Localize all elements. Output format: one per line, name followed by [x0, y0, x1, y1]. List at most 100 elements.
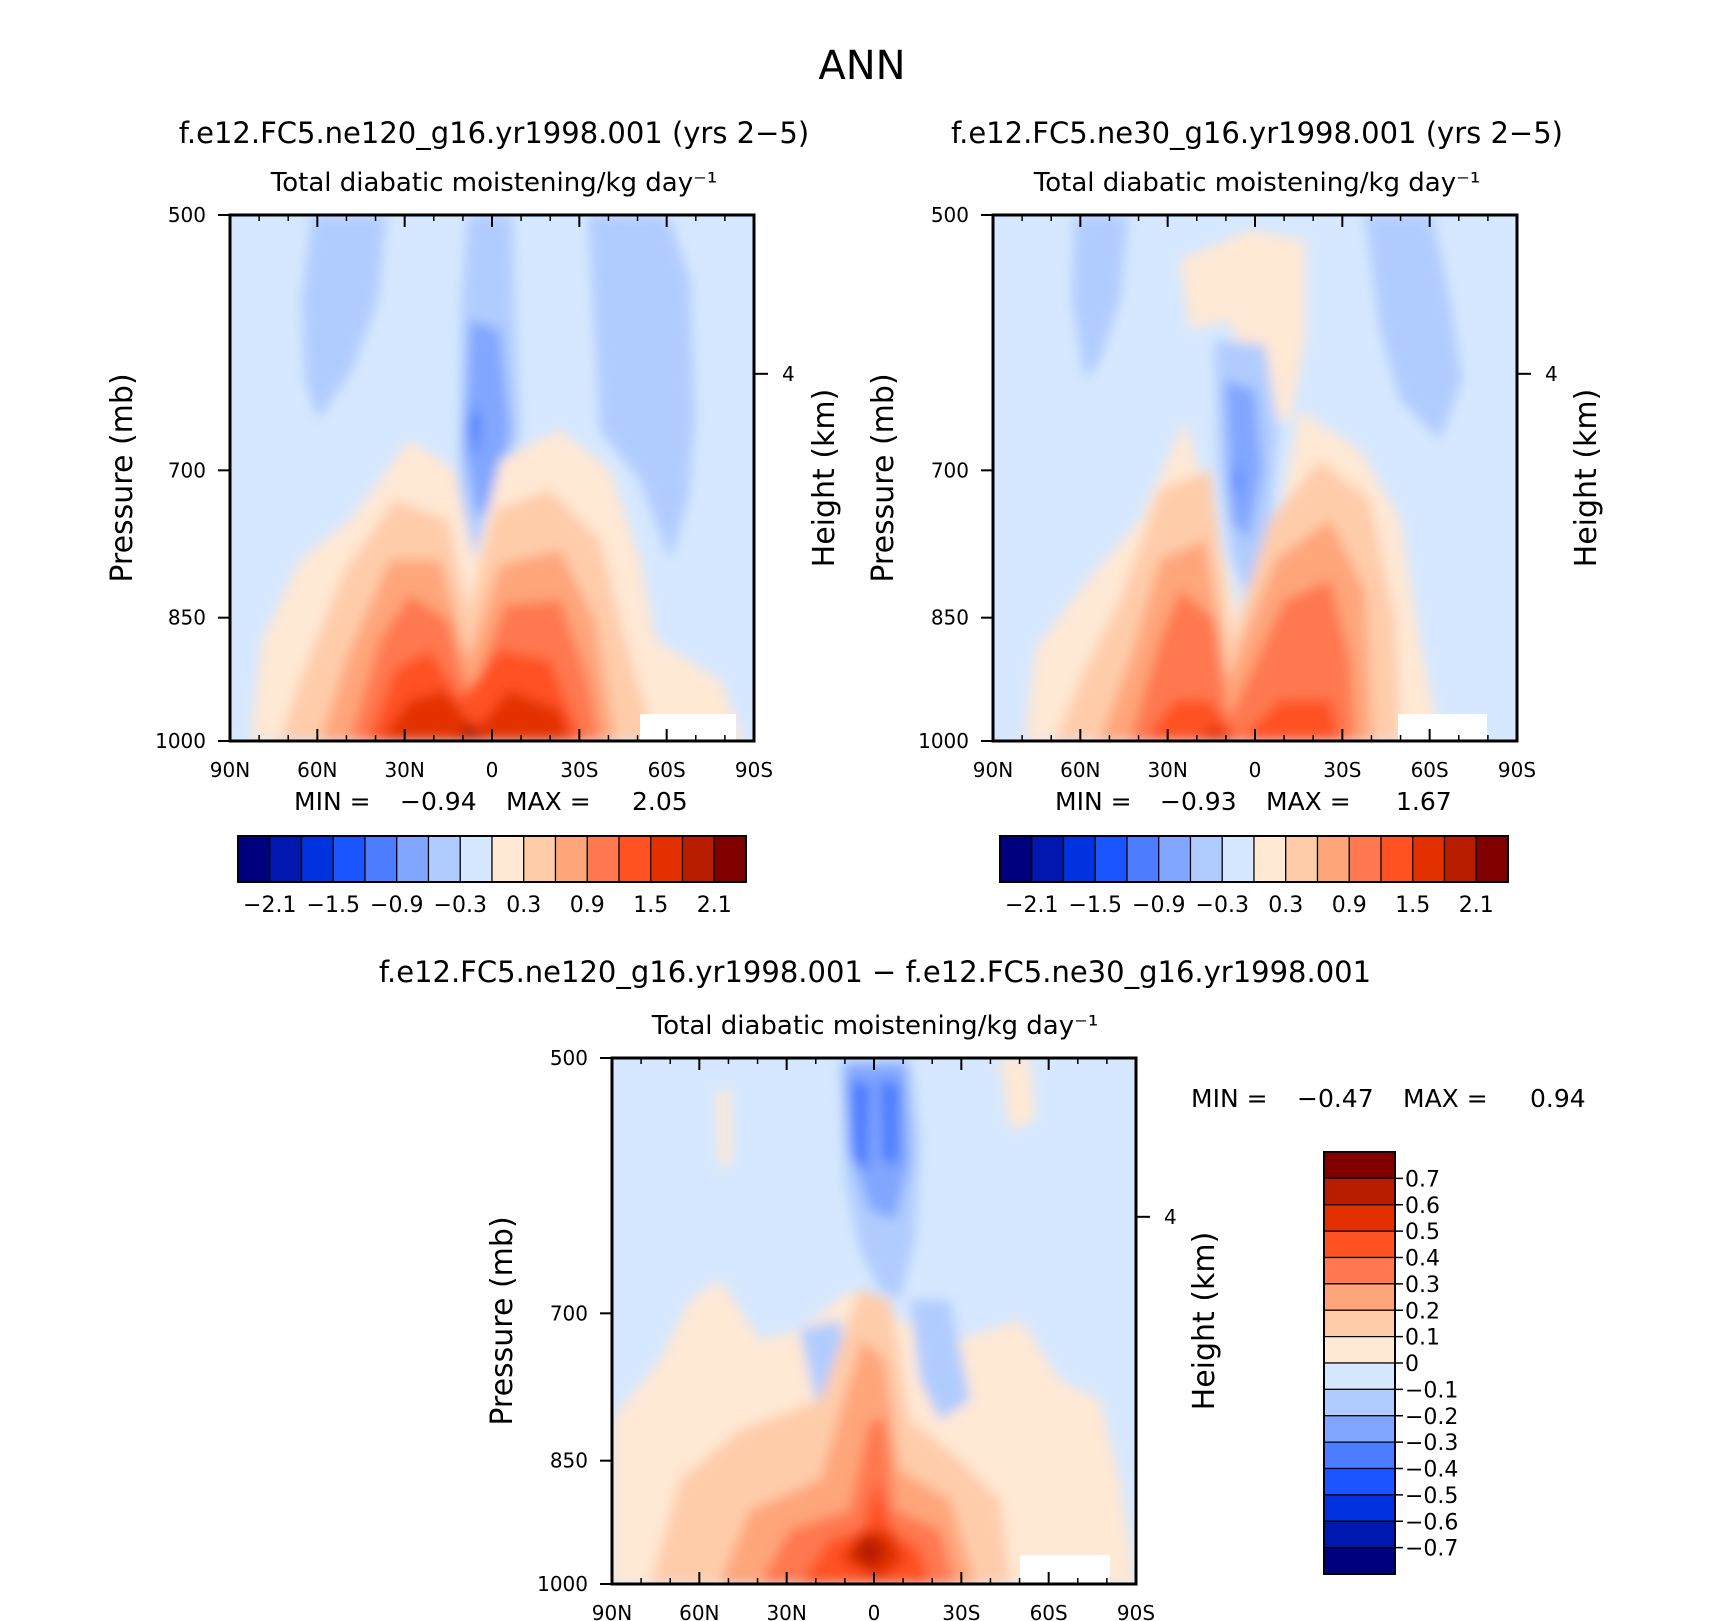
colorbar-box	[1323, 1388, 1396, 1417]
min-value: −0.47	[1297, 1084, 1374, 1113]
x-tick-label: 60N	[1060, 758, 1100, 782]
x-tick-label: 30N	[1147, 758, 1187, 782]
field-blob	[910, 1300, 970, 1420]
panel-title: f.e12.FC5.ne120_g16.yr1998.001 − f.e12.F…	[379, 955, 1371, 989]
plot-field	[230, 215, 754, 741]
x-tick-label: 30S	[1323, 758, 1361, 782]
plot-field	[612, 1058, 1136, 1584]
panel-ne30: f.e12.FC5.ne30_g16.yr1998.001 (yrs 2−5) …	[866, 116, 1604, 918]
colorbar-label: −0.2	[1405, 1405, 1458, 1430]
field-blob	[716, 1090, 732, 1170]
colorbar-box	[427, 835, 461, 883]
colorbar-label: −2.1	[1005, 893, 1058, 918]
min-label: MIN =	[1055, 787, 1132, 816]
x-tick-label: 90S	[1498, 758, 1536, 782]
colorbar-label: −0.3	[434, 893, 487, 918]
colorbar-frame	[999, 835, 1509, 883]
field-blob	[1195, 725, 1235, 741]
colorbar-box	[1380, 835, 1414, 883]
y-tick-label: 1000	[537, 1572, 588, 1596]
colorbar-box	[999, 835, 1033, 883]
colorbar-box	[1323, 1177, 1396, 1206]
field-blob	[380, 690, 570, 741]
axes: 90N 60N 30N 0 30S 60S 90S 500 700 850 1000 4	[918, 203, 1558, 782]
panel-title: f.e12.FC5.ne120_g16.yr1998.001 (yrs 2−5)	[179, 116, 809, 150]
colorbar-box	[1323, 1336, 1396, 1364]
y-tick-label: 700	[168, 458, 206, 482]
figure-title: ANN	[818, 43, 905, 89]
y-tick-label: 500	[550, 1046, 588, 1070]
colorbar: 0.70.60.50.40.30.20.10−0.1−0.2−0.3−0.4−0…	[1323, 1151, 1458, 1575]
field-blob	[302, 215, 386, 420]
colorbar-box	[1323, 1494, 1396, 1522]
x-tick-label: 90N	[210, 758, 250, 782]
colorbar-box	[1323, 1151, 1396, 1179]
colorbar-label: 1.5	[1395, 893, 1430, 918]
colorbar-label: −0.9	[370, 893, 423, 918]
colorbar-label: −1.5	[1069, 893, 1122, 918]
x-tick-label: 30S	[560, 758, 598, 782]
panel-diff: f.e12.FC5.ne120_g16.yr1998.001 − f.e12.F…	[379, 955, 1586, 1621]
max-label: MAX =	[506, 787, 591, 816]
colorbar-label: −0.9	[1132, 893, 1185, 918]
colorbar-label: −0.6	[1405, 1510, 1458, 1535]
colorbar-box	[1316, 835, 1350, 883]
field-blob	[588, 215, 695, 560]
colorbar-box	[1323, 1230, 1396, 1259]
colorbar-box	[1062, 835, 1096, 883]
field-blob	[468, 400, 480, 460]
colorbar-box	[1323, 1520, 1396, 1549]
max-value: 1.67	[1396, 787, 1452, 816]
colorbar: −2.1 −1.5 −0.9 −0.3 0.3 0.9 1.5 2.1	[999, 835, 1509, 918]
colorbar-box	[1253, 835, 1287, 883]
x-tick-label: 0	[868, 1601, 881, 1621]
x-tick-label: 0	[1249, 758, 1262, 782]
max-value: 0.94	[1530, 1084, 1586, 1113]
colorbar-box	[1475, 835, 1509, 883]
colorbar-frame	[237, 835, 747, 883]
panel-subtitle: Total diabatic moistening/kg day⁻¹	[1033, 168, 1481, 198]
colorbar-box	[681, 835, 715, 883]
field-blob	[1072, 215, 1128, 380]
panel-ne120: f.e12.FC5.ne120_g16.yr1998.001 (yrs 2−5)…	[105, 116, 842, 918]
x-tick-label: 90N	[592, 1601, 632, 1621]
field-blob	[880, 1080, 900, 1165]
colorbar-box	[1323, 1283, 1396, 1311]
x-tick-label: 60N	[297, 758, 337, 782]
colorbar-label: −0.4	[1405, 1458, 1458, 1483]
panel-subtitle: Total diabatic moistening/kg day⁻¹	[270, 168, 718, 198]
colorbar-label: 0.2	[1405, 1299, 1440, 1324]
colorbar-label: 0.3	[506, 893, 541, 918]
min-label: MIN =	[294, 787, 371, 816]
y-axis-label: Pressure (mb)	[105, 373, 140, 582]
colorbar-label: 0.5	[1405, 1220, 1440, 1245]
field-blob	[1232, 460, 1240, 500]
colorbar-label: −1.5	[307, 893, 360, 918]
colorbar-box	[237, 835, 271, 883]
colorbar-label: 0	[1405, 1352, 1419, 1377]
y-tick-label: 850	[931, 606, 969, 630]
colorbar-box	[1158, 835, 1192, 883]
colorbar-box	[1323, 1467, 1396, 1496]
field-blob	[1000, 1058, 1035, 1130]
colorbar-box	[459, 835, 493, 883]
right-axis-label: Height (km)	[1187, 1232, 1222, 1411]
colorbar-box	[1323, 1415, 1396, 1443]
y-tick-label: 850	[168, 606, 206, 630]
colorbar-box	[586, 835, 620, 883]
colorbar-box	[332, 835, 366, 883]
right-axis-label: Height (km)	[807, 389, 842, 568]
field-blob	[1180, 230, 1305, 420]
panel-subtitle: Total diabatic moistening/kg day⁻¹	[651, 1011, 1099, 1041]
x-tick-label: 90S	[1117, 1601, 1155, 1621]
missing-data-patch	[1398, 714, 1487, 741]
colorbar-label: 0.4	[1405, 1247, 1440, 1272]
colorbar-label: −0.1	[1405, 1378, 1458, 1403]
field-blob	[850, 1080, 870, 1170]
y-tick-label: 1000	[155, 729, 206, 753]
colorbar-label: 0.9	[1332, 893, 1367, 918]
x-tick-label: 30N	[384, 758, 424, 782]
y-tick-label: 850	[550, 1449, 588, 1473]
colorbar-label: −0.7	[1405, 1537, 1458, 1562]
colorbar-box	[300, 835, 334, 883]
